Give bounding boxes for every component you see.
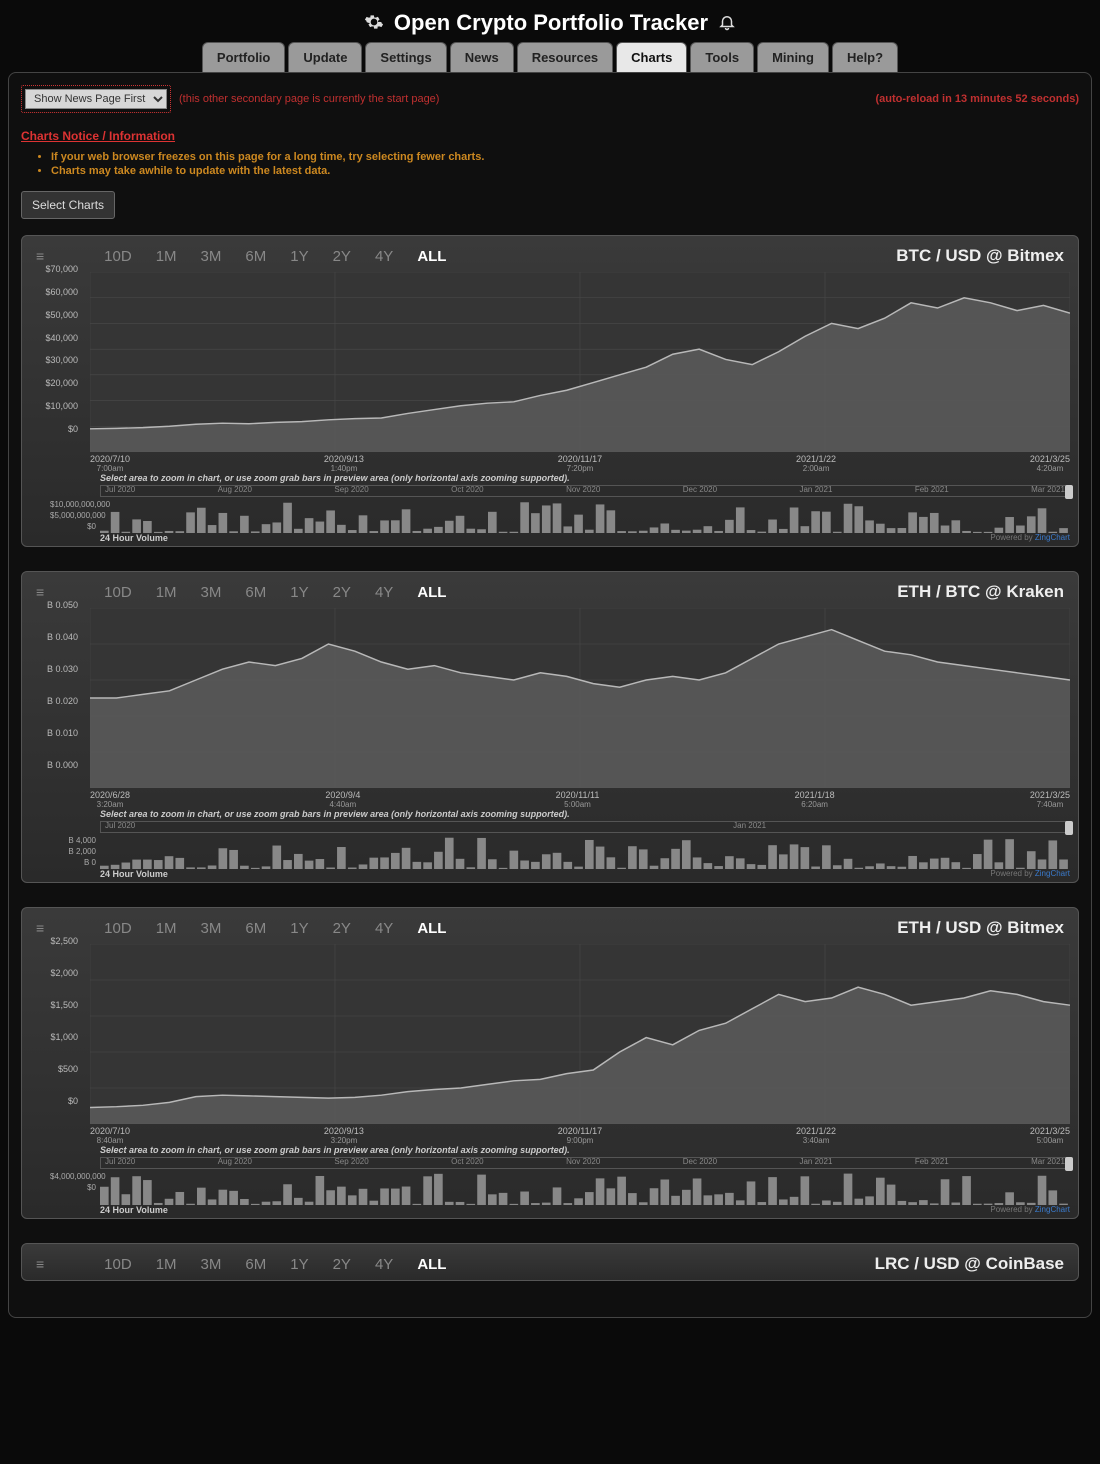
- range-1y[interactable]: 1Y: [290, 248, 308, 265]
- notice-list: If your web browser freezes on this page…: [21, 151, 1079, 177]
- range-1m[interactable]: 1M: [156, 1256, 177, 1273]
- x-axis: 2020/7/107:00am2020/9/131:40pm2020/11/17…: [90, 454, 1070, 473]
- range-3m[interactable]: 3M: [201, 584, 222, 601]
- range-1y[interactable]: 1Y: [290, 584, 308, 601]
- zoom-note: Select area to zoom in chart, or use zoo…: [100, 1145, 1070, 1155]
- chart-menu-icon[interactable]: ≡: [36, 920, 44, 936]
- chart-title: LRC / USD @ CoinBase: [875, 1254, 1064, 1274]
- preview-strip[interactable]: Jul 2020Jan 2021: [100, 821, 1070, 833]
- range-1m[interactable]: 1M: [156, 920, 177, 937]
- chart-menu-icon[interactable]: ≡: [36, 584, 44, 600]
- gear-icon[interactable]: [364, 12, 384, 35]
- tab-tools[interactable]: Tools: [690, 42, 754, 72]
- chart-card: ≡ 10D 1M 3M 6M 1Y 2Y 4Y ALL BTC / USD @ Bitmex $70…: [21, 235, 1079, 547]
- y-axis: $2,500$2,000$1,500$1,000$500$0: [22, 936, 80, 1116]
- chart-plot[interactable]: [90, 608, 1070, 788]
- range-2y[interactable]: 2Y: [333, 920, 351, 937]
- autoreload-text: (auto-reload in 13 minutes 52 seconds): [875, 93, 1079, 105]
- range-selector: 10D 1M 3M 6M 1Y 2Y 4Y ALL: [104, 1256, 446, 1273]
- chart-card: ≡ 10D 1M 3M 6M 1Y 2Y 4Y ALL ETH / USD @ Bitmex $2,…: [21, 907, 1079, 1219]
- app-header: Open Crypto Portfolio Tracker: [0, 0, 1100, 42]
- chart-menu-icon[interactable]: ≡: [36, 248, 44, 264]
- tab-settings[interactable]: Settings: [365, 42, 446, 72]
- tab-update[interactable]: Update: [288, 42, 362, 72]
- x-axis: 2020/7/108:40am2020/9/133:20pm2020/11/17…: [90, 1126, 1070, 1145]
- zoom-note: Select area to zoom in chart, or use zoo…: [100, 473, 1070, 483]
- range-1y[interactable]: 1Y: [290, 1256, 308, 1273]
- y-axis: B 0.050B 0.040B 0.030B 0.020B 0.010B 0.0…: [22, 600, 80, 780]
- range-6m[interactable]: 6M: [245, 920, 266, 937]
- range-10d[interactable]: 10D: [104, 584, 132, 601]
- chart-card: ≡ 10D 1M 3M 6M 1Y 2Y 4Y ALL ETH / BTC @ Kraken B 0…: [21, 571, 1079, 883]
- range-1m[interactable]: 1M: [156, 584, 177, 601]
- range-selector: 10D 1M 3M 6M 1Y 2Y 4Y ALL: [104, 920, 446, 937]
- tab-mining[interactable]: Mining: [757, 42, 829, 72]
- range-4y[interactable]: 4Y: [375, 248, 393, 265]
- notice-item: Charts may take awhile to update with th…: [51, 165, 1079, 177]
- chart-card: ≡ 10D 1M 3M 6M 1Y 2Y 4Y ALL LRC / USD @ CoinBase: [21, 1243, 1079, 1281]
- range-all[interactable]: ALL: [417, 248, 446, 265]
- range-6m[interactable]: 6M: [245, 584, 266, 601]
- startpage-select-wrap: Show News Page First: [21, 85, 171, 113]
- x-axis: 2020/6/283:20am2020/9/44:40am2020/11/115…: [90, 790, 1070, 809]
- notice-item: If your web browser freezes on this page…: [51, 151, 1079, 163]
- preview-strip[interactable]: Jul 2020Aug 2020Sep 2020Oct 2020Nov 2020…: [100, 485, 1070, 497]
- bell-icon[interactable]: [718, 13, 736, 34]
- range-selector: 10D 1M 3M 6M 1Y 2Y 4Y ALL: [104, 248, 446, 265]
- range-2y[interactable]: 2Y: [333, 248, 351, 265]
- range-selector: 10D 1M 3M 6M 1Y 2Y 4Y ALL: [104, 584, 446, 601]
- tab-resources[interactable]: Resources: [517, 42, 613, 72]
- powered-by: Powered by ZingChart: [30, 869, 1070, 878]
- range-4y[interactable]: 4Y: [375, 1256, 393, 1273]
- tab-bar: PortfolioUpdateSettingsNewsResourcesChar…: [0, 42, 1100, 72]
- range-10d[interactable]: 10D: [104, 1256, 132, 1273]
- volume-plot: $4,000,000,000$0: [100, 1171, 1070, 1205]
- chart-title: ETH / USD @ Bitmex: [897, 918, 1064, 938]
- powered-by: Powered by ZingChart: [30, 533, 1070, 542]
- zoom-note: Select area to zoom in chart, or use zoo…: [100, 809, 1070, 819]
- zoom-grip[interactable]: [1065, 1157, 1073, 1171]
- range-3m[interactable]: 3M: [201, 248, 222, 265]
- range-4y[interactable]: 4Y: [375, 584, 393, 601]
- range-4y[interactable]: 4Y: [375, 920, 393, 937]
- startpage-note: (this other secondary page is currently …: [179, 93, 439, 105]
- chart-plot[interactable]: [90, 272, 1070, 452]
- tab-charts[interactable]: Charts: [616, 42, 687, 72]
- main-panel: Show News Page First (this other seconda…: [8, 72, 1092, 1318]
- range-2y[interactable]: 2Y: [333, 1256, 351, 1273]
- range-10d[interactable]: 10D: [104, 248, 132, 265]
- tab-news[interactable]: News: [450, 42, 514, 72]
- range-6m[interactable]: 6M: [245, 248, 266, 265]
- range-1m[interactable]: 1M: [156, 248, 177, 265]
- tab-portfolio[interactable]: Portfolio: [202, 42, 285, 72]
- chart-plot[interactable]: [90, 944, 1070, 1124]
- range-3m[interactable]: 3M: [201, 920, 222, 937]
- charts-notice-link[interactable]: Charts Notice / Information: [21, 129, 175, 143]
- zoom-grip[interactable]: [1065, 485, 1073, 499]
- chart-title: BTC / USD @ Bitmex: [896, 246, 1064, 266]
- range-all[interactable]: ALL: [417, 920, 446, 937]
- select-charts-button[interactable]: Select Charts: [21, 191, 115, 219]
- startpage-select[interactable]: Show News Page First: [25, 89, 167, 109]
- range-all[interactable]: ALL: [417, 1256, 446, 1273]
- zoom-grip[interactable]: [1065, 821, 1073, 835]
- chart-menu-icon[interactable]: ≡: [36, 1256, 44, 1272]
- range-6m[interactable]: 6M: [245, 1256, 266, 1273]
- volume-plot: B 4,000B 2,000B 0: [100, 835, 1070, 869]
- range-2y[interactable]: 2Y: [333, 584, 351, 601]
- app-title: Open Crypto Portfolio Tracker: [394, 10, 708, 36]
- preview-strip[interactable]: Jul 2020Aug 2020Sep 2020Oct 2020Nov 2020…: [100, 1157, 1070, 1169]
- range-10d[interactable]: 10D: [104, 920, 132, 937]
- range-all[interactable]: ALL: [417, 584, 446, 601]
- powered-by: Powered by ZingChart: [30, 1205, 1070, 1214]
- range-3m[interactable]: 3M: [201, 1256, 222, 1273]
- chart-title: ETH / BTC @ Kraken: [897, 582, 1064, 602]
- tab-help[interactable]: Help?: [832, 42, 898, 72]
- volume-plot: $10,000,000,000$5,000,000,000$0: [100, 499, 1070, 533]
- y-axis: $70,000$60,000$50,000$40,000$30,000$20,0…: [22, 264, 80, 444]
- range-1y[interactable]: 1Y: [290, 920, 308, 937]
